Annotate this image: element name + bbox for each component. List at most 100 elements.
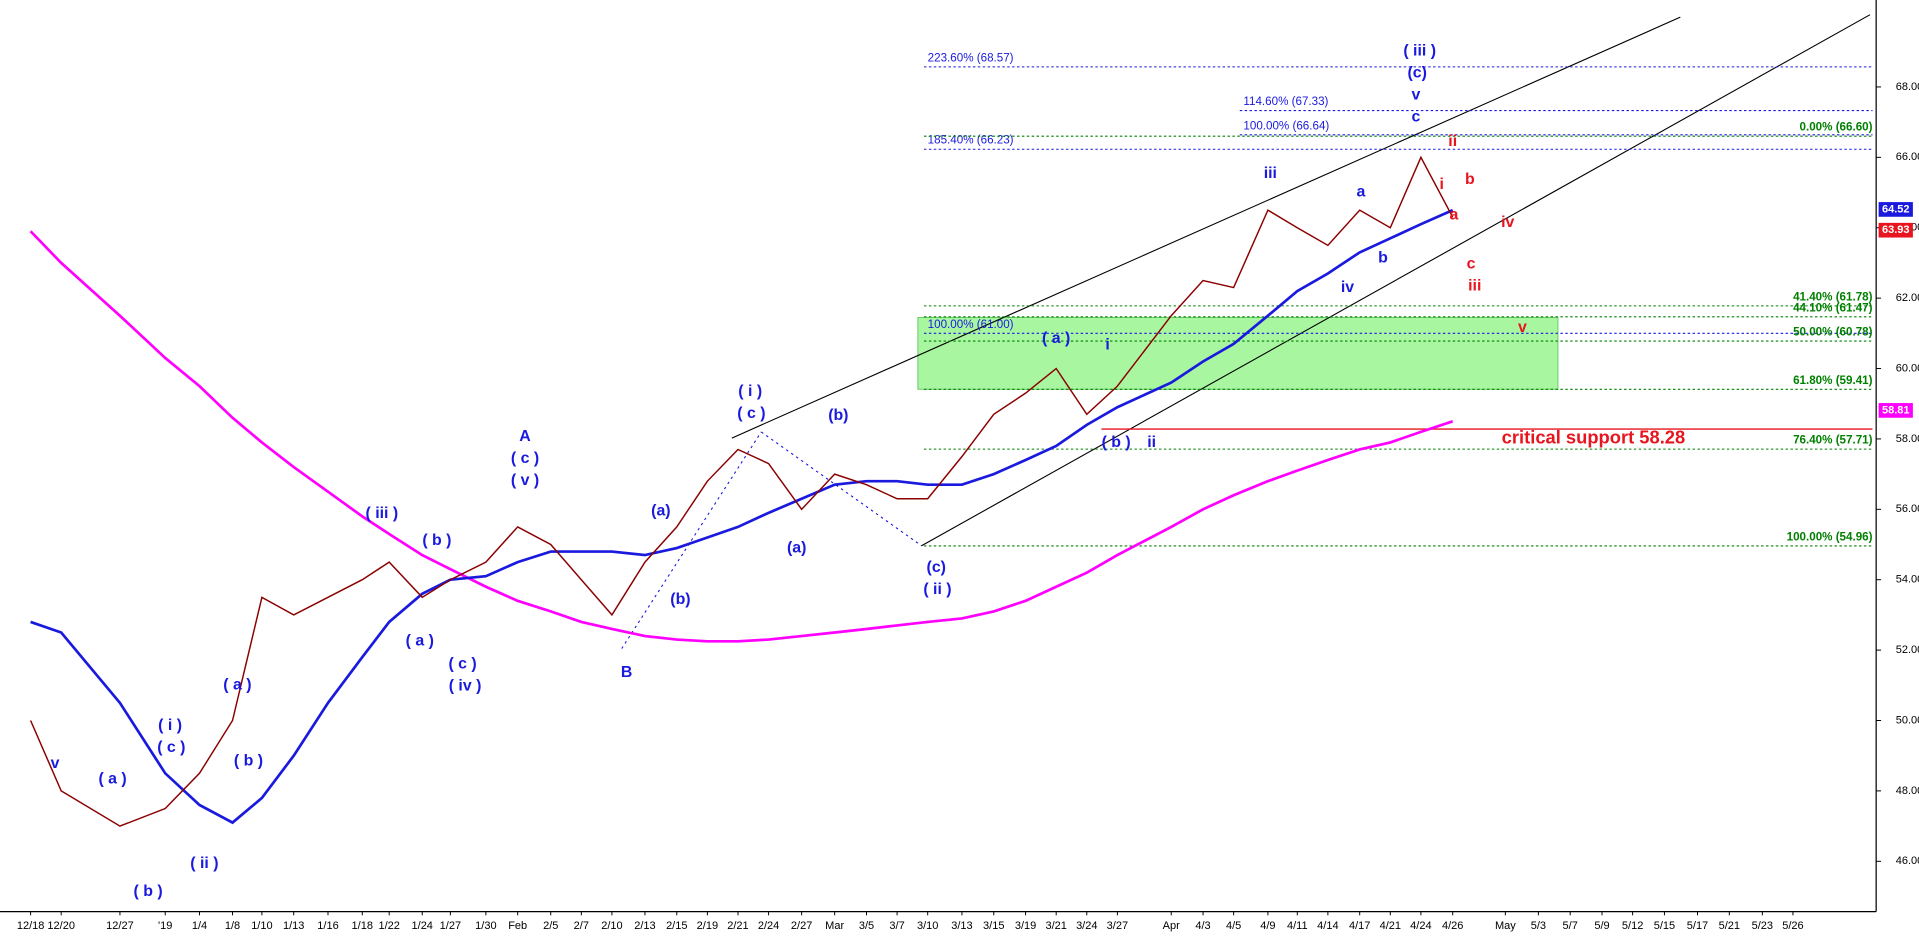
y-tick-label: 54.00	[1896, 574, 1919, 586]
wave-label: (a)	[787, 539, 806, 556]
x-tick-label: 4/24	[1410, 920, 1431, 932]
wave-label: ( b )	[134, 883, 163, 900]
wave-label: ( ii )	[923, 581, 951, 598]
x-tick-label: 3/7	[889, 920, 904, 932]
wave-label: c	[1412, 109, 1421, 126]
x-tick-label: 2/13	[634, 920, 655, 932]
x-tick-label: 3/19	[1015, 920, 1036, 932]
wave-label: ( a )	[406, 632, 434, 649]
channel-line	[731, 16, 1681, 439]
fib-level-label: 44.10% (61.47)	[1793, 301, 1873, 314]
fib-level-label: 50.00% (60.78)	[1793, 326, 1873, 339]
wave-label: ( v )	[511, 472, 539, 489]
x-tick-label: Apr	[1163, 920, 1180, 932]
x-tick-label: 2/27	[791, 920, 812, 932]
wave-label: ( i )	[738, 383, 762, 400]
last-value-box	[1878, 202, 1913, 217]
wave-label: ( b )	[422, 532, 451, 549]
wave-label: ( a )	[223, 676, 251, 693]
wave-label: ( b )	[234, 752, 263, 769]
x-tick-label: 3/5	[859, 920, 874, 932]
x-tick-label: 5/15	[1654, 920, 1675, 932]
x-tick-label: '19	[158, 920, 172, 932]
y-tick-label: 60.00	[1896, 362, 1919, 374]
last-value-label: 64.52	[1882, 203, 1910, 215]
last-value-box	[1878, 222, 1913, 238]
x-tick-label: 4/26	[1442, 920, 1463, 932]
x-tick-label: 1/18	[352, 920, 373, 932]
x-tick-label: 1/30	[475, 920, 496, 932]
x-tick-label: 4/11	[1287, 920, 1308, 932]
y-tick-label: 50.00	[1896, 714, 1919, 726]
x-tick-label: 5/7	[1563, 920, 1578, 932]
y-tick-label: 48.00	[1896, 785, 1919, 797]
wave-label: ( c )	[448, 656, 476, 673]
fib-level-label: 0.00% (66.60)	[1800, 121, 1873, 134]
x-tick-label: 1/8	[225, 920, 240, 932]
moving-average-line	[30, 208, 1454, 825]
fib-level-label: 114.60% (67.33)	[1243, 95, 1328, 108]
wave-label: ( ii )	[190, 855, 218, 872]
x-tick-label: 5/17	[1687, 920, 1708, 932]
y-tick-label: 68.00	[1896, 81, 1919, 93]
wave-label: B	[621, 664, 632, 681]
x-tick-label: 12/20	[47, 920, 75, 932]
wave-label: ( iii )	[366, 505, 399, 522]
x-tick-label: 2/21	[727, 920, 748, 932]
x-tick-label: 5/12	[1622, 920, 1643, 932]
x-tick-label: May	[1495, 920, 1516, 932]
wave-label: ( a )	[1042, 330, 1070, 347]
x-tick-label: 1/16	[317, 920, 338, 932]
x-tick-label: 3/13	[951, 920, 972, 932]
wave-label: b	[1465, 171, 1475, 188]
x-tick-label: 1/27	[440, 920, 461, 932]
wave-label: v	[1518, 319, 1527, 336]
wave-label: (c)	[927, 559, 946, 576]
x-tick-label: 2/15	[666, 920, 687, 932]
x-tick-label: 2/5	[543, 920, 558, 932]
x-tick-label: 1/22	[378, 920, 399, 932]
x-tick-label: 1/4	[192, 920, 207, 932]
x-tick-label: 5/21	[1719, 920, 1740, 932]
wave-label: ( c )	[157, 739, 185, 756]
x-tick-label: 3/15	[983, 920, 1004, 932]
wave-label: iii	[1468, 278, 1481, 295]
x-tick-label: 5/26	[1782, 920, 1803, 932]
x-tick-label: 2/7	[574, 920, 589, 932]
wave-label: ( c )	[737, 405, 765, 422]
x-tick-label: 2/10	[601, 920, 622, 932]
wave-connector	[621, 431, 762, 649]
wave-label: ( iii )	[1403, 43, 1436, 60]
wave-label: (b)	[828, 407, 848, 424]
x-tick-label: 2/24	[758, 920, 779, 932]
wave-label: (c)	[1408, 65, 1427, 82]
x-tick-label: 1/10	[251, 920, 272, 932]
x-tick-label: 4/9	[1260, 920, 1275, 932]
last-value-label: 58.81	[1882, 404, 1910, 416]
wave-label: iii	[1264, 165, 1277, 182]
wave-label: b	[1378, 249, 1388, 266]
wave-label: ( iv )	[449, 678, 482, 695]
x-tick-label: Mar	[825, 920, 844, 932]
x-tick-label: 2/19	[697, 920, 718, 932]
wave-label: a	[1357, 183, 1366, 200]
wave-label: i	[1439, 176, 1443, 193]
wave-label: a	[1450, 207, 1459, 224]
wave-label: ( b )	[1102, 434, 1131, 451]
wave-label: (b)	[670, 591, 690, 608]
support-label: critical support 58.28	[1502, 427, 1686, 448]
moving-average-line	[29, 230, 1454, 643]
wave-label: A	[519, 428, 531, 445]
x-tick-label: 3/27	[1107, 920, 1128, 932]
wave-label: ( c )	[511, 450, 539, 467]
x-tick-label: 3/10	[917, 920, 938, 932]
x-tick-label: 12/27	[106, 920, 134, 932]
wave-label: iv	[1501, 214, 1514, 231]
y-tick-label: 56.00	[1896, 503, 1919, 515]
target-zone	[917, 316, 1559, 390]
x-tick-label: 1/24	[412, 920, 433, 932]
y-tick-label: 52.00	[1896, 644, 1919, 656]
x-tick-label: 3/24	[1076, 920, 1097, 932]
